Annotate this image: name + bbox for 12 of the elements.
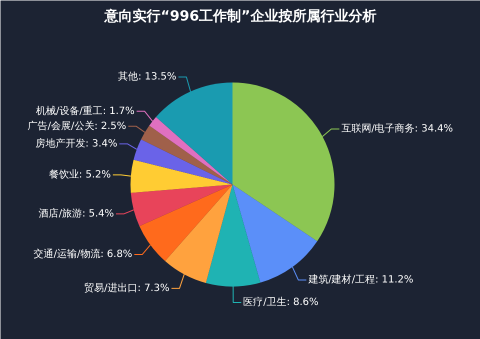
slice-label: 交通/运输/物流: 6.8% xyxy=(34,248,132,260)
slice-label: 餐饮业: 5.2% xyxy=(48,168,111,180)
slice-label: 建筑/建材/工程: 11.2% xyxy=(307,273,414,286)
slice-label: 机械/设备/重工: 1.7% xyxy=(36,104,135,117)
chart-title: 意向实行“996工作制”企业按所属行业分析 xyxy=(104,8,376,24)
slice-label: 其他: 13.5% xyxy=(118,70,176,82)
slice-label: 贸易/进出口: 7.3% xyxy=(84,282,170,294)
slice-label: 互联网/电子商务: 34.4% xyxy=(341,122,454,134)
slice-label: 房地产开发: 3.4% xyxy=(35,137,118,150)
slice-label: 医疗/卫生: 8.6% xyxy=(243,296,319,308)
slice-label: 广告/会展/公关: 2.5% xyxy=(28,120,126,132)
slice-label: 酒店/旅游: 5.4% xyxy=(38,207,114,220)
